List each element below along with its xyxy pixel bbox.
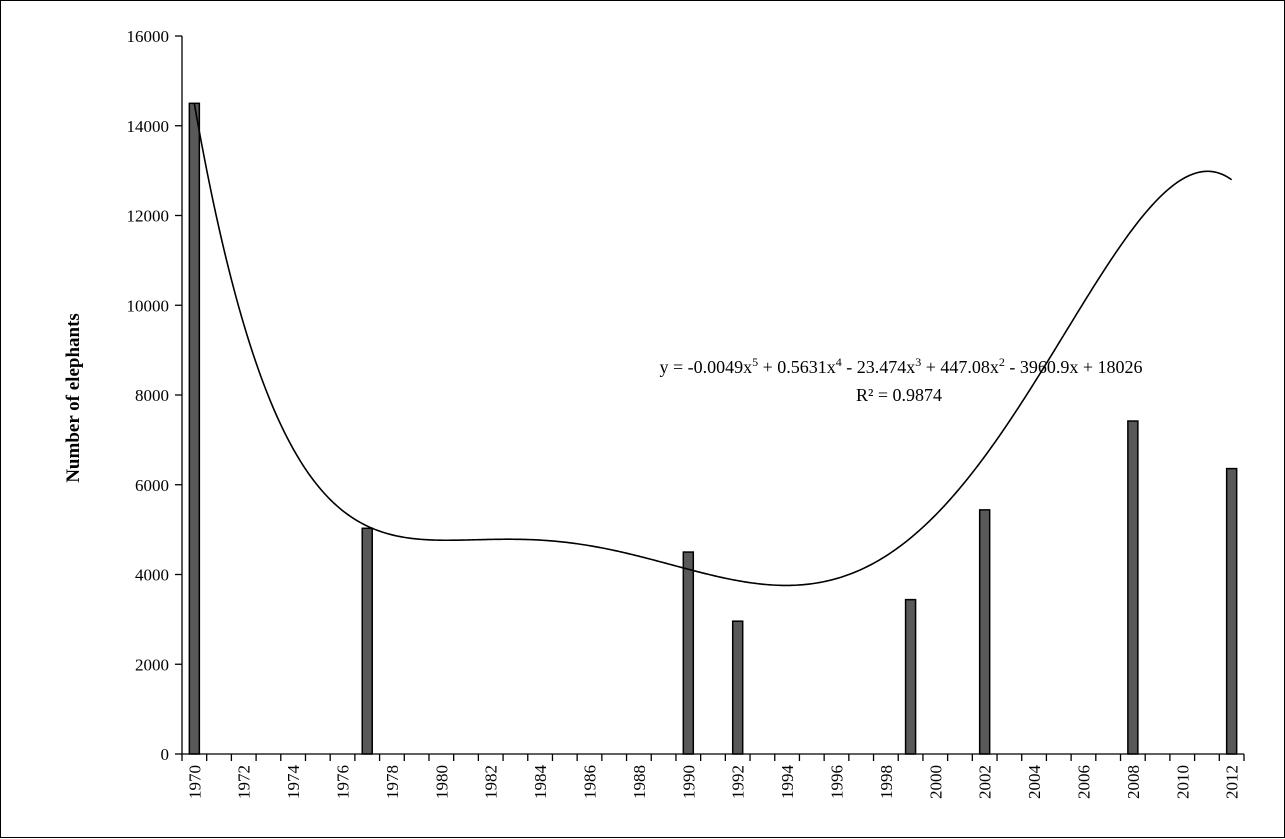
x-tick-label: 1984 [531, 765, 550, 800]
bar-1992 [731, 620, 744, 755]
y-ticks-group: 0 2000 4000 6000 8000 10000 12000 14000 16000 [127, 27, 182, 764]
x-tick-label: 2008 [1124, 765, 1143, 799]
y-tick-label: 10000 [127, 296, 170, 315]
x-tick-label: 2000 [926, 765, 945, 799]
trendline-r-squared: R² = 0.9874 [856, 385, 942, 405]
x-tick-label: 1982 [482, 765, 501, 799]
x-tick-label: 1970 [185, 765, 204, 799]
x-tick-label: 1998 [877, 765, 896, 799]
y-tick-label: 14000 [127, 117, 170, 136]
x-tick-label: 1972 [235, 765, 254, 799]
y-tick-label: 8000 [135, 386, 169, 405]
x-tick-label: 2002 [976, 765, 995, 799]
trendline-equation: y = -0.0049x5 + 0.5631x4 - 23.474x3 + 44… [659, 355, 1142, 377]
y-tick-label: 0 [161, 745, 170, 764]
x-tick-label: 1974 [284, 765, 303, 800]
polynomial-trendline [193, 103, 1233, 587]
x-tick-label: 2012 [1223, 765, 1242, 799]
y-tick-label: 16000 [127, 27, 170, 46]
x-tick-label: 1992 [729, 765, 748, 799]
y-tick-label: 4000 [135, 566, 169, 585]
x-tick-label: 1986 [581, 765, 600, 799]
bars-group [188, 102, 1238, 755]
y-tick-label: 6000 [135, 476, 169, 495]
bar-1990 [682, 551, 695, 755]
x-tick-label: 2006 [1074, 765, 1093, 799]
x-tick-label: 1976 [334, 765, 353, 799]
x-tick-label: 1980 [432, 765, 451, 799]
x-tick-label: 1994 [778, 765, 797, 800]
axes-group [181, 36, 1244, 755]
y-tick-label: 2000 [135, 655, 169, 674]
bar-2012 [1225, 467, 1238, 755]
y-tick-label: 12000 [127, 207, 170, 226]
x-tick-label: 1978 [383, 765, 402, 799]
x-tick-label: 1990 [679, 765, 698, 799]
bar-1970 [188, 102, 201, 755]
y-axis-label: Number of elephants [63, 313, 84, 483]
x-tick-label: 2010 [1173, 765, 1192, 799]
x-tick-label: 2004 [1025, 765, 1044, 800]
bar-1999 [904, 598, 917, 755]
x-ticks-group: 1970 1972 1974 1976 1978 1980 1982 1984 1986 1988… [181, 754, 1245, 800]
bar-2008 [1127, 420, 1139, 755]
x-tick-label: 1996 [827, 765, 846, 799]
bar-2002 [978, 509, 991, 755]
x-tick-label: 1988 [630, 765, 649, 799]
bar-1977 [361, 527, 373, 755]
